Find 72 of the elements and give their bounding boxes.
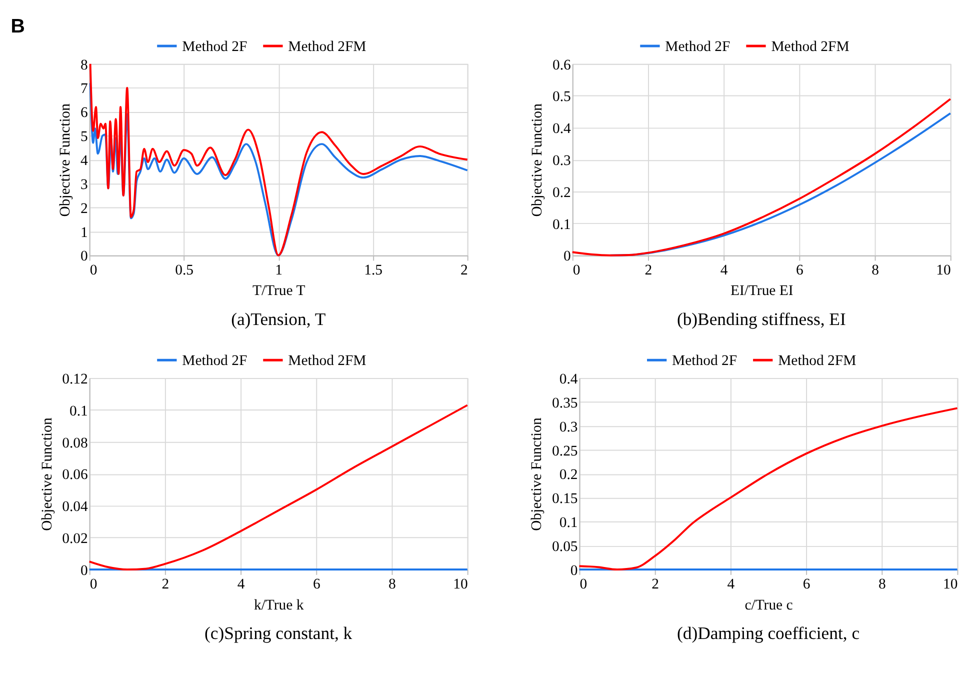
y-axis-title: Objective Function [58, 102, 74, 217]
y-axis-title: Objective Function [530, 102, 546, 217]
legend-label: Method 2FM [288, 38, 366, 55]
x-tick-label: 8 [878, 576, 886, 593]
y-tick-label: 0.08 [62, 435, 88, 452]
y-tick-label: 0.4 [552, 121, 572, 138]
x-axis-title: k/True k [254, 597, 304, 614]
x-tick-label: 4 [720, 262, 728, 278]
text: (b)Bending stiffness, EI [676, 309, 846, 330]
y-tick-label: 0 [80, 562, 88, 579]
y-tick-label: 0 [564, 248, 571, 265]
x-tick-label: 2 [652, 576, 660, 593]
y-tick-label: 0.2 [552, 184, 571, 201]
y-tick-label: 6 [80, 105, 88, 122]
y-tick-label: 0.3 [559, 419, 578, 436]
y-tick-label: 0.05 [552, 538, 578, 555]
x-tick-label: 6 [312, 576, 320, 593]
y-tick-label: 0 [80, 248, 88, 265]
legend-label: Method 2F [182, 38, 248, 55]
text: (a)Tension, T [231, 309, 326, 330]
y-tick-label: 0.1 [69, 403, 88, 420]
x-tick-label: 1 [275, 262, 283, 278]
y-tick-label: 0.15 [552, 491, 578, 508]
y-tick-label: 5 [80, 129, 88, 146]
x-tick-label: 10 [943, 576, 958, 593]
x-tick-label: 8 [872, 262, 879, 278]
y-tick-label: 0.04 [62, 499, 89, 516]
y-tick-label: 0.2 [559, 467, 578, 484]
x-tick-label: 4 [727, 576, 736, 593]
y-tick-label: 0.4 [559, 371, 578, 388]
text: (d)Damping coefficient, c [676, 623, 860, 644]
y-tick-label: 0.3 [552, 153, 571, 170]
x-axis-title: EI/True EI [730, 283, 794, 300]
y-tick-label: 3 [80, 176, 88, 193]
x-tick-label: 0.5 [175, 262, 194, 278]
legend-label: Method 2F [665, 38, 730, 55]
x-tick-label: 8 [388, 576, 396, 593]
x-tick-label: 10 [936, 262, 951, 278]
y-tick-label: 2 [80, 200, 88, 217]
legend-label: Method 2F [182, 353, 248, 370]
y-tick-label: 1 [80, 224, 88, 241]
y-tick-label: 4 [80, 153, 89, 170]
x-tick-label: 4 [237, 576, 246, 593]
y-tick-label: 8 [80, 57, 88, 74]
text: B [10, 15, 25, 38]
x-tick-label: 2 [644, 262, 652, 278]
legend-label: Method 2F [672, 353, 738, 370]
y-tick-label: 0.35 [552, 395, 578, 412]
y-tick-label: 0.06 [62, 467, 88, 484]
y-tick-label: 0.1 [552, 216, 571, 233]
x-axis-title: c/True c [744, 597, 794, 614]
y-tick-label: 0 [570, 562, 578, 579]
y-tick-label: 0.25 [552, 443, 578, 460]
y-axis-title: Objective Function [39, 417, 56, 531]
y-tick-label: 0.1 [559, 515, 578, 532]
text: (c)Spring constant, k [204, 623, 352, 644]
x-tick-label: 1.5 [364, 262, 383, 278]
x-tick-label: 6 [796, 262, 804, 278]
x-tick-label: 2 [460, 262, 468, 278]
legend-label: Method 2FM [288, 353, 366, 370]
legend-label: Method 2FM [771, 38, 850, 55]
x-axis-title: T/True T [252, 283, 306, 300]
y-tick-label: 7 [80, 81, 88, 98]
x-tick-label: 10 [453, 576, 468, 593]
y-tick-label: 0.02 [62, 531, 88, 548]
y-tick-label: 0.6 [552, 57, 571, 74]
x-tick-label: 6 [802, 576, 810, 593]
y-axis-title: Objective Function [529, 417, 546, 531]
legend-label: Method 2FM [778, 353, 856, 370]
y-tick-label: 0.5 [552, 89, 571, 106]
y-tick-label: 0.12 [62, 371, 88, 388]
x-tick-label: 2 [162, 576, 170, 593]
